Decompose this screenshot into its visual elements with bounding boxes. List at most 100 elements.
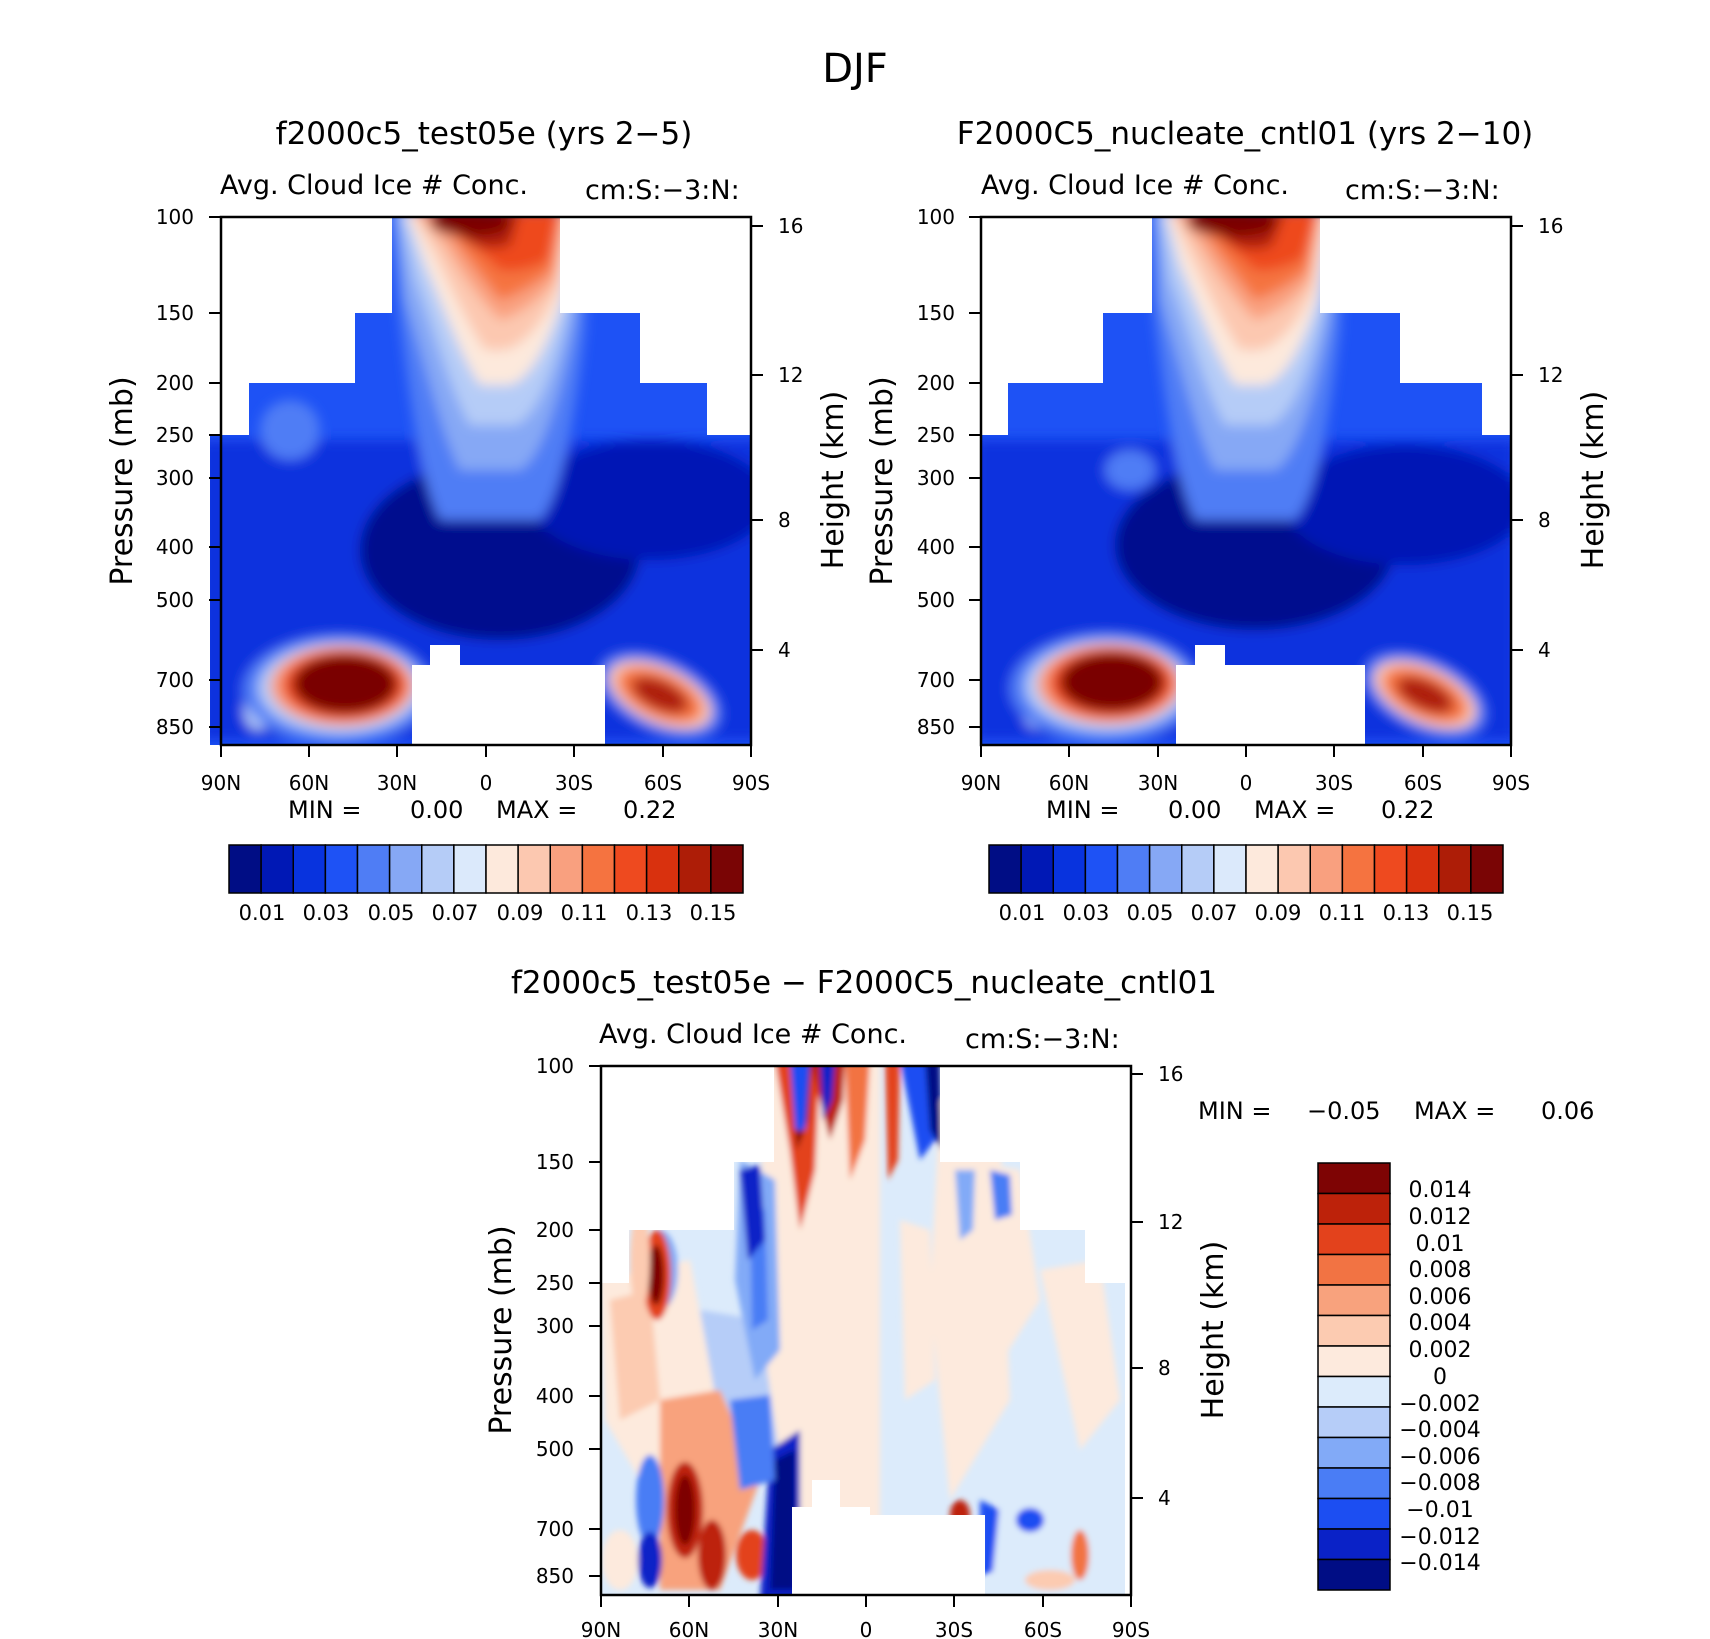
colorbar-label: 0.13: [1383, 901, 1430, 925]
colorbar-label: −0.01: [1406, 1498, 1473, 1523]
panel-1-ylabel: Pressure (mb): [105, 376, 140, 585]
colorbar-label: 0.008: [1409, 1258, 1472, 1283]
x-tick-label: 60S: [1024, 1618, 1062, 1639]
panel-2-y2label: Height (km): [1576, 391, 1611, 570]
y-tick-label: 150: [536, 1150, 574, 1174]
x-tick-label: 60S: [1404, 771, 1442, 795]
y-tick-label: 400: [917, 535, 955, 559]
colorbar-label: 0: [1433, 1365, 1447, 1390]
panel-1-x-tick-labels: 90N 60N 30N 0 30S 60S 90S: [201, 771, 770, 795]
colorbar-label: 0.09: [497, 901, 544, 925]
colorbar-label: 0.05: [1127, 901, 1174, 925]
colorbar-swatch: [1317, 1436, 1391, 1469]
colorbar-swatch: [645, 844, 680, 894]
panel-3-axis-ticks: [589, 1065, 1143, 1607]
panel-1-contour-field: [210, 217, 750, 745]
y-tick-label: 100: [917, 205, 955, 229]
panel-2-x-tick-labels: 90N 60N 30N 0 30S 60S 90S: [961, 771, 1530, 795]
x-tick-label: 60N: [289, 771, 329, 795]
colorbar-swatch: [1373, 844, 1408, 894]
y-tick-label: 300: [917, 466, 955, 490]
colorbar-label: 0.01: [239, 901, 286, 925]
y-tick-label: 100: [156, 205, 194, 229]
figure-title: DJF: [822, 46, 888, 92]
panel-3-max-label: MAX =: [1414, 1097, 1495, 1125]
colorbar-swatch: [1317, 1528, 1391, 1561]
colorbar-label: 0.05: [368, 901, 415, 925]
colorbar-swatch: [1317, 1253, 1391, 1286]
panel-1-y2-tick-labels: 16 12 8 4: [778, 214, 803, 662]
y2-tick-label: 12: [1538, 363, 1563, 387]
colorbar-label: −0.004: [1399, 1418, 1480, 1443]
colorbar-swatch: [1317, 1406, 1391, 1439]
y-tick-label: 400: [536, 1384, 574, 1408]
colorbar-swatch: [1317, 1375, 1391, 1408]
colorbar-label: 0.13: [626, 901, 673, 925]
y-tick-label: 250: [917, 423, 955, 447]
colorbar-swatch: [1317, 1558, 1391, 1591]
colorbar-swatch: [1181, 844, 1215, 894]
colorbar-label: 0.07: [1191, 901, 1238, 925]
colorbar-swatch: [1148, 844, 1183, 894]
y-tick-label: 700: [917, 668, 955, 692]
y-tick-label: 500: [156, 588, 194, 612]
colorbar-swatch: [1317, 1314, 1391, 1347]
x-tick-label: 30S: [935, 1618, 973, 1639]
panel-3-subtitle-right: cm:S:−3:N:: [965, 1024, 1120, 1055]
panel-3-x-tick-labels: 90N 60N 30N 0 30S 60S 90S: [581, 1618, 1150, 1639]
colorbar-swatch: [1020, 844, 1054, 894]
x-tick-label: 30N: [1138, 771, 1178, 795]
colorbar-swatch: [1213, 844, 1247, 894]
y-tick-label: 300: [156, 466, 194, 490]
colorbar-label: 0.15: [690, 901, 737, 925]
colorbar-label: −0.008: [1399, 1471, 1480, 1496]
colorbar-swatch: [1317, 1223, 1391, 1256]
panel-2-y-tick-labels: 100 150 200 250 300 400 500 700 850: [917, 205, 955, 739]
colorbar-swatch: [1470, 844, 1504, 894]
colorbar-swatch: [324, 844, 359, 894]
panel-3-y-tick-labels: 100 150 200 250 300 400 500 700 850: [536, 1054, 574, 1588]
panel-3-contour-field: [602, 1066, 1125, 1595]
colorbar-label: 0.002: [1409, 1338, 1472, 1363]
panel-3-subtitle-left: Avg. Cloud Ice # Conc.: [599, 1019, 907, 1050]
x-tick-label: 90S: [732, 771, 770, 795]
colorbar-label: 0.09: [1255, 901, 1302, 925]
panel-1-max-value: 0.22: [623, 796, 676, 824]
x-tick-label: 90N: [581, 1618, 621, 1639]
colorbar-swatch: [549, 844, 584, 894]
panel-2-ylabel: Pressure (mb): [865, 376, 900, 585]
panel-3-max-value: 0.06: [1541, 1097, 1594, 1125]
colorbar-swatch: [292, 844, 327, 894]
colorbar-swatch: [1317, 1192, 1391, 1225]
y2-tick-label: 4: [1538, 638, 1551, 662]
colorbar-swatch: [1116, 844, 1151, 894]
colorbar-label: 0.11: [561, 901, 608, 925]
colorbar-label: −0.014: [1399, 1551, 1480, 1576]
colorbar-swatch: [260, 844, 294, 894]
colorbar-label: −0.002: [1399, 1392, 1480, 1417]
panel-2-colorbar: [988, 844, 1504, 894]
colorbar-swatch: [1277, 844, 1311, 894]
panel-2: F2000C5_nucleate_cntl01 (yrs 2−10) Avg. …: [865, 116, 1611, 925]
panel-1-subtitle-left: Avg. Cloud Ice # Conc.: [220, 170, 528, 201]
panel-2-y2-tick-labels: 16 12 8 4: [1538, 214, 1563, 662]
panel-1-title: f2000c5_test05e (yrs 2−5): [276, 116, 693, 152]
colorbar-swatch: [1317, 1497, 1391, 1530]
y2-tick-label: 4: [778, 638, 791, 662]
panel-1-y-tick-labels: 100 150 200 250 300 400 500 700 850: [156, 205, 194, 739]
x-tick-label: 30S: [1315, 771, 1353, 795]
colorbar-swatch: [1317, 1345, 1391, 1378]
colorbar-label: 0.014: [1409, 1178, 1472, 1203]
colorbar-swatch: [581, 844, 616, 894]
panel-2-contour-field: [980, 217, 1510, 745]
panel-3-colorbar-labels: 0.014 0.012 0.01 0.008 0.006 0.004 0.002…: [1399, 1178, 1480, 1576]
colorbar-swatch: [1341, 844, 1376, 894]
colorbar-swatch: [388, 844, 423, 894]
colorbar-swatch: [1309, 844, 1344, 894]
x-tick-label: 30N: [377, 771, 417, 795]
colorbar-label: 0.07: [432, 901, 479, 925]
colorbar-swatch: [228, 844, 262, 894]
y-tick-label: 250: [536, 1271, 574, 1295]
panel-2-title: F2000C5_nucleate_cntl01 (yrs 2−10): [957, 116, 1534, 152]
colorbar-label: 0.004: [1409, 1311, 1472, 1336]
